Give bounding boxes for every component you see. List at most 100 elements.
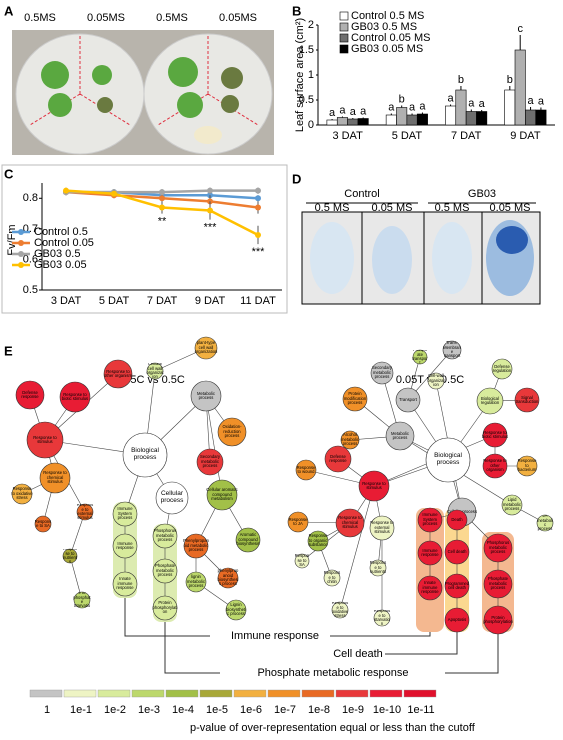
node-label-box: Response to wound [297, 465, 316, 474]
node-label-box: Lipid metabolic process [503, 498, 521, 511]
node-label: Response to oxidative stress [331, 602, 349, 618]
bar [476, 111, 488, 126]
bar [514, 49, 526, 126]
node [287, 511, 309, 533]
scale-label: 1e-7 [274, 704, 296, 716]
y-tick-label: 1 [308, 69, 314, 81]
node-label: Phosphate transport [412, 350, 428, 364]
node-label: Response to oxidative stress [11, 486, 33, 501]
point [255, 204, 261, 211]
node [373, 609, 391, 627]
letter: c [517, 23, 523, 35]
node-label-box: Transport [399, 397, 417, 401]
legend-label: Control 0.5 MS [351, 10, 424, 22]
y-tick-label: 0.5 [299, 94, 314, 106]
node [112, 571, 138, 597]
node-label-box: Oxidation-reduction process [222, 425, 241, 438]
node-label-box: Response to other organism [104, 369, 132, 378]
node-label: Immune System process [422, 512, 438, 527]
label: 0.5 MS [315, 202, 350, 214]
node [491, 358, 513, 380]
node [235, 527, 261, 553]
bar [504, 89, 516, 126]
node-label-box: Biological process [434, 452, 462, 466]
node-label: Signal transduction [515, 394, 539, 404]
y-tick-label: 2 [308, 19, 314, 31]
node [59, 381, 91, 413]
node-label: Apoptosis [447, 616, 467, 622]
node-label-box: Response to oxidative stress [11, 486, 33, 501]
node [516, 455, 538, 477]
node-label: Secondary metabolic process [371, 365, 392, 380]
node-label-box: Response to external stimulus [370, 521, 394, 534]
x-tick-label: 11 DAT [240, 295, 276, 307]
node-label-box: Response to nutrients [370, 561, 387, 574]
letter: a [388, 101, 395, 113]
node-label-box: Response to SA [295, 554, 309, 567]
node-label-box: Phosphate transport [412, 350, 427, 364]
point [159, 204, 165, 211]
x-tick-label: 5 DAT [392, 130, 423, 142]
node-label-box: Immune System process [422, 512, 438, 527]
scale-label: 1e-10 [373, 704, 401, 716]
arrows [124, 598, 499, 674]
node-label: Response to stimulus [362, 480, 386, 490]
node-label-box: Cellular cell wall organization [146, 363, 163, 379]
plot-frame [1, 164, 288, 314]
node [62, 548, 78, 564]
scale-label: 1 [44, 704, 50, 716]
node [15, 380, 45, 410]
bar [385, 114, 397, 126]
node-label-box: Defense response [329, 454, 346, 463]
node-label: Biological process [434, 452, 462, 466]
node [323, 569, 341, 587]
node-label: Response to chemical stimulus [338, 515, 362, 530]
bar [406, 114, 418, 126]
label: 0.05MS [87, 12, 125, 24]
node-label-box: Aromatic compound biosynthesis [236, 533, 259, 546]
letter: b [458, 74, 464, 86]
legend-swatch [339, 22, 349, 32]
node [425, 437, 471, 483]
node-label-box: Cell-wall organization [427, 374, 444, 387]
node [152, 523, 178, 549]
point [255, 231, 261, 238]
bar [455, 89, 467, 126]
scale-swatch [97, 689, 131, 698]
node-label: Innate immune response [116, 576, 134, 591]
letter: a [538, 95, 545, 107]
node [370, 361, 394, 385]
bar [465, 111, 477, 126]
node [194, 336, 218, 360]
node-label-box: Biological regulation [481, 396, 499, 405]
node-label-box: plant-type cell wall organization [195, 341, 218, 354]
node [536, 514, 554, 532]
x-tick-label: 3 DAT [51, 295, 82, 307]
node [369, 559, 387, 577]
bar [416, 113, 428, 126]
y-axis-label: Leaf surface area (cm²) [294, 18, 306, 132]
node-label-box: Response to phosphate Starvation [73, 592, 90, 608]
node-label: Secondary metabolic process [199, 454, 220, 469]
node-label-box: Secondary metabolic process [199, 454, 220, 469]
node-label: phenylpropanoid biosynthesis process [217, 568, 239, 587]
y-tick-label: 0.5 [23, 284, 38, 296]
node-label-box: Protein phosphorylation [483, 615, 513, 624]
node-label-box: Cell death [448, 549, 467, 553]
node-label-box: Metabolic process [391, 431, 409, 440]
bar [357, 118, 369, 126]
photo-d [301, 211, 541, 305]
node-label: Death [451, 516, 463, 522]
node-label: Response to chemical stimulus [43, 470, 67, 485]
node-label: Programmed cell death [444, 580, 470, 590]
node [34, 515, 52, 533]
letter: a [527, 95, 534, 107]
node [340, 430, 360, 450]
legend-label: Control 0.05 MS [351, 32, 430, 44]
node-label-box: lignin metabolic process [187, 575, 205, 588]
bar [347, 118, 359, 126]
scale-swatch [335, 689, 369, 698]
node-label-box: Phosphorus metabolic process [154, 529, 176, 542]
title: 0.05C vs 0.5C [115, 374, 185, 386]
node [483, 569, 513, 599]
